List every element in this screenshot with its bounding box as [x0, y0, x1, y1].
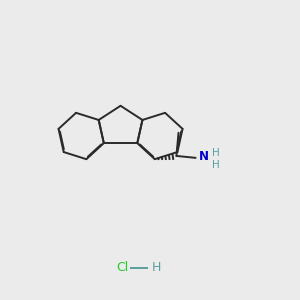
- Text: H: H: [152, 261, 161, 274]
- Text: N: N: [199, 150, 209, 163]
- Text: Cl: Cl: [117, 261, 129, 274]
- Text: H: H: [212, 160, 219, 170]
- Text: H: H: [212, 148, 219, 158]
